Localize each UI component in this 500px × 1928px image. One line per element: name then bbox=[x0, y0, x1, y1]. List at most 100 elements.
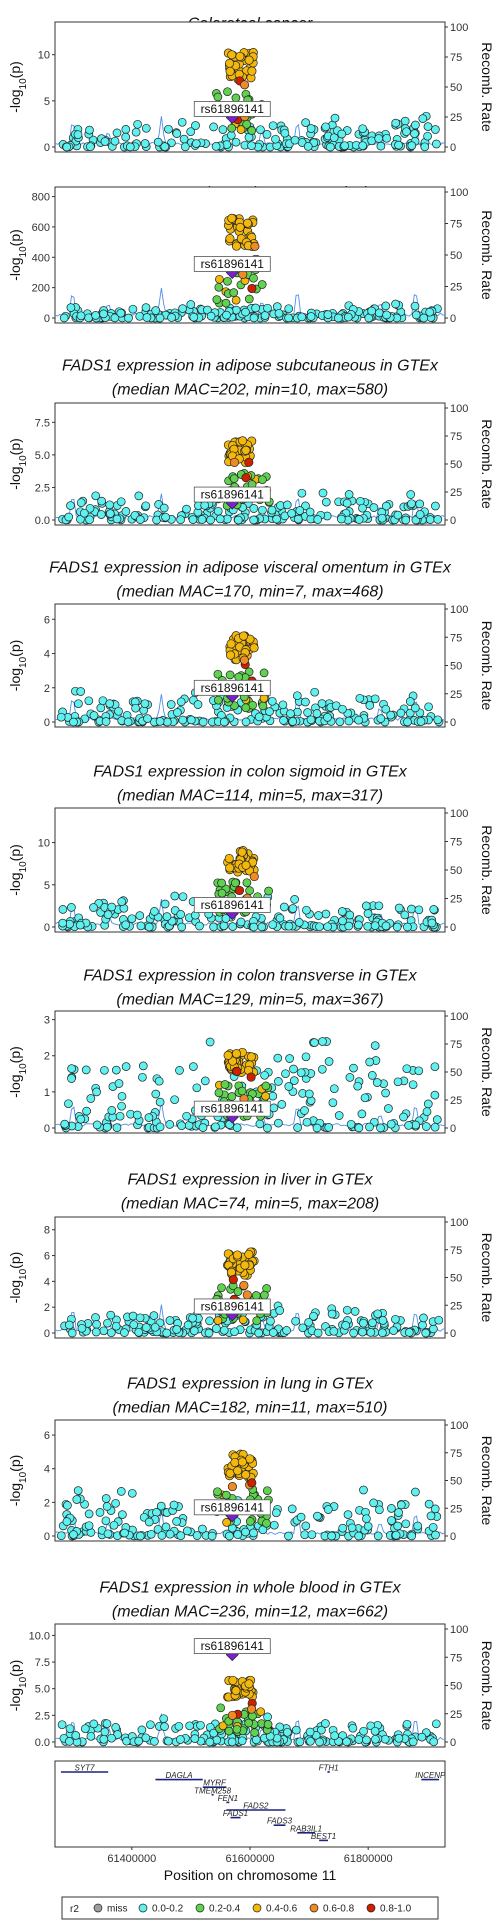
snp-point bbox=[144, 922, 154, 932]
panel-subtitle: (median MAC=74, min=5, max=208) bbox=[121, 1195, 379, 1212]
snp-point bbox=[268, 1328, 278, 1337]
snp-point bbox=[177, 922, 187, 932]
snp-point bbox=[249, 273, 258, 283]
snp-point bbox=[425, 307, 435, 317]
y2-axis-label: Recomb. Rate bbox=[479, 621, 495, 711]
snp-point bbox=[336, 514, 346, 524]
snp-point bbox=[227, 50, 237, 60]
snp-point bbox=[411, 120, 420, 130]
y-tick-label: 800 bbox=[32, 192, 50, 204]
snp-point bbox=[116, 497, 126, 507]
snp-point bbox=[353, 1081, 363, 1091]
snp-point bbox=[67, 903, 76, 912]
snp-point bbox=[300, 1106, 309, 1115]
snp-point bbox=[175, 1066, 184, 1075]
gene-label: TMEM258 bbox=[194, 1786, 231, 1795]
snp-point bbox=[57, 1720, 67, 1730]
snp-point bbox=[306, 715, 316, 725]
snp-point bbox=[99, 1326, 109, 1336]
y2-tick-label: 50 bbox=[450, 1681, 462, 1693]
snp-point bbox=[89, 903, 98, 912]
snp-point bbox=[324, 1123, 334, 1132]
snp-point bbox=[317, 699, 327, 708]
y2-tick-label: 25 bbox=[450, 1503, 462, 1515]
snp-point bbox=[378, 1316, 388, 1325]
snp-point bbox=[129, 1320, 139, 1330]
snp-point bbox=[165, 1120, 175, 1129]
snp-point bbox=[396, 708, 406, 718]
panel-9: FADS1 expression in whole blood in GTEx (… bbox=[7, 1579, 495, 1749]
snp-point bbox=[329, 1326, 339, 1336]
snp-point bbox=[162, 1328, 172, 1338]
snp-point bbox=[423, 1099, 433, 1109]
snp-point bbox=[170, 891, 180, 901]
snp-point bbox=[249, 643, 259, 653]
snp-point bbox=[84, 1521, 94, 1531]
snp-point bbox=[150, 907, 159, 916]
snp-point bbox=[297, 488, 307, 498]
snp-point bbox=[394, 903, 404, 913]
snp-point bbox=[176, 697, 186, 707]
snp-point bbox=[414, 905, 424, 915]
snp-point bbox=[399, 1112, 408, 1122]
snp-point bbox=[85, 503, 95, 513]
snp-point bbox=[323, 922, 332, 932]
snp-point bbox=[79, 508, 89, 518]
snp-point bbox=[393, 1521, 403, 1531]
snp-point bbox=[381, 301, 391, 311]
snp-point bbox=[251, 1735, 261, 1745]
snp-point bbox=[246, 1072, 256, 1082]
snp-point bbox=[413, 1521, 423, 1531]
panel-4: FADS1 expression in adipose visceral ome… bbox=[7, 559, 495, 729]
snp-point bbox=[231, 878, 240, 888]
snp-point bbox=[144, 1113, 154, 1122]
legend-label: 0.0-0.2 bbox=[152, 1904, 184, 1915]
snp-point bbox=[314, 911, 323, 920]
snp-point bbox=[206, 515, 215, 525]
snp-point bbox=[304, 1317, 313, 1327]
snp-point bbox=[232, 1123, 242, 1133]
snp-point bbox=[354, 1735, 364, 1744]
snp-point bbox=[100, 137, 110, 146]
snp-point bbox=[161, 512, 170, 522]
snp-point bbox=[302, 1117, 312, 1127]
y-tick-label: 5.0 bbox=[35, 1684, 50, 1696]
snp-point bbox=[312, 1123, 322, 1133]
snp-point bbox=[362, 1514, 371, 1524]
snp-point bbox=[64, 512, 74, 522]
snp-point bbox=[221, 298, 231, 308]
lead-snp-label-box bbox=[193, 679, 271, 696]
snp-point bbox=[132, 1110, 142, 1120]
snp-point bbox=[328, 1098, 338, 1108]
snp-point bbox=[381, 921, 391, 931]
snp-point bbox=[84, 696, 94, 706]
x-tick-label: 61600000 bbox=[226, 1853, 275, 1865]
r2-legend: r2 miss 0.0-0.2 0.2-0.4 0.4-0.6 0.6-0.8 0.8-1.… bbox=[61, 1896, 439, 1920]
snp-point bbox=[374, 901, 384, 911]
snp-point bbox=[258, 701, 268, 711]
association-panels: Coloretcal cancerrs618961410510025507510… bbox=[7, 15, 495, 1749]
snp-point bbox=[334, 1111, 344, 1120]
snp-point bbox=[69, 1530, 78, 1539]
snp-point bbox=[381, 1088, 390, 1098]
snp-point bbox=[327, 1309, 337, 1319]
snp-point bbox=[141, 501, 151, 511]
snp-point bbox=[306, 312, 316, 321]
snp-point bbox=[116, 1487, 126, 1496]
y-tick-label: 6 bbox=[44, 1251, 50, 1263]
y-tick-label: 2.5 bbox=[35, 1710, 50, 1722]
panel-subtitle: (median MAC=202, min=10, max=580) bbox=[112, 381, 388, 398]
snp-point bbox=[154, 1076, 164, 1086]
snp-point bbox=[363, 1521, 373, 1531]
snp-point bbox=[231, 241, 242, 251]
legend-label: 0.8-1.0 bbox=[380, 1904, 412, 1915]
snp-point bbox=[196, 1720, 205, 1730]
legend-swatch bbox=[93, 1903, 103, 1913]
snp-point bbox=[99, 309, 108, 319]
snp-point bbox=[375, 1505, 384, 1515]
snp-point bbox=[307, 1530, 317, 1540]
snp-point bbox=[225, 670, 235, 680]
snp-point bbox=[227, 123, 237, 133]
snp-point bbox=[264, 886, 273, 896]
snp-point bbox=[408, 1080, 418, 1090]
